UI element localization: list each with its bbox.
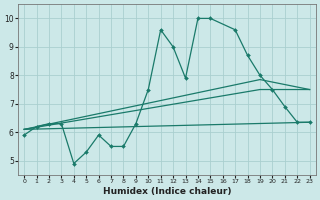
X-axis label: Humidex (Indice chaleur): Humidex (Indice chaleur) bbox=[103, 187, 231, 196]
